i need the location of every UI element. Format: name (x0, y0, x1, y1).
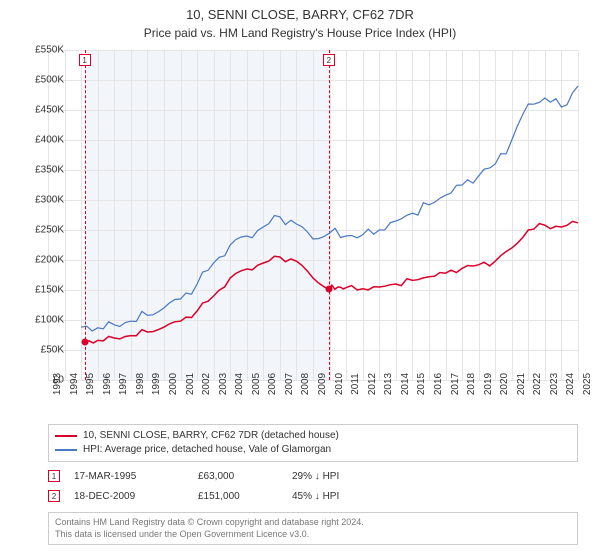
datapoint-price: £151,000 (198, 491, 278, 502)
y-tick-label: £450K (35, 105, 64, 116)
datapoint-date: 18-DEC-2009 (74, 491, 184, 502)
x-tick-label: 1995 (85, 373, 96, 395)
x-tick-label: 2003 (218, 373, 229, 395)
datapoint-price: £63,000 (198, 471, 278, 482)
x-tick-label: 2015 (416, 373, 427, 395)
x-tick-label: 2006 (267, 373, 278, 395)
x-tick-label: 2007 (284, 373, 295, 395)
x-tick-label: 2024 (565, 373, 576, 395)
x-tick-label: 2011 (350, 373, 361, 395)
y-tick-label: £150K (35, 285, 64, 296)
x-tick-label: 2025 (582, 373, 593, 395)
datapoint-row: 2 18-DEC-2009 £151,000 45% ↓ HPI (48, 486, 578, 506)
legend-label: HPI: Average price, detached house, Vale… (83, 443, 331, 457)
x-tick-label: 2017 (450, 373, 461, 395)
series-lines (48, 50, 578, 380)
y-tick-label: £350K (35, 165, 64, 176)
plot-area: 12 (48, 50, 578, 380)
datapoint-delta: 45% ↓ HPI (292, 491, 412, 502)
x-tick-label: 2020 (499, 373, 510, 395)
legend-box: 10, SENNI CLOSE, BARRY, CF62 7DR (detach… (48, 424, 578, 462)
y-tick-label: £200K (35, 255, 64, 266)
datapoint-table: 1 17-MAR-1995 £63,000 29% ↓ HPI 2 18-DEC… (48, 466, 578, 506)
x-tick-label: 1998 (135, 373, 146, 395)
x-tick-label: 2004 (234, 373, 245, 395)
datapoint-marker: 1 (48, 470, 60, 482)
x-tick-label: 1993 (52, 373, 63, 395)
chart-container: 10, SENNI CLOSE, BARRY, CF62 7DR Price p… (0, 0, 600, 560)
legend-swatch (55, 435, 77, 437)
x-tick-label: 1997 (118, 373, 129, 395)
x-tick-label: 2010 (334, 373, 345, 395)
x-tick-label: 2000 (168, 373, 179, 395)
series-property (85, 221, 578, 343)
x-tick-label: 2021 (516, 373, 527, 395)
datapoint-date: 17-MAR-1995 (74, 471, 184, 482)
x-tick-label: 2001 (185, 373, 196, 395)
x-tick-label: 2014 (400, 373, 411, 395)
datapoint-delta: 29% ↓ HPI (292, 471, 412, 482)
x-tick-label: 2002 (201, 373, 212, 395)
y-tick-label: £400K (35, 135, 64, 146)
x-tick-label: 2005 (251, 373, 262, 395)
legend-item: HPI: Average price, detached house, Vale… (55, 443, 571, 457)
attribution-line: Contains HM Land Registry data © Crown c… (55, 517, 571, 529)
x-tick-label: 2023 (549, 373, 560, 395)
chart-title: 10, SENNI CLOSE, BARRY, CF62 7DR (0, 0, 600, 24)
x-tick-label: 2019 (483, 373, 494, 395)
x-tick-label: 1994 (69, 373, 80, 395)
x-tick-label: 1996 (102, 373, 113, 395)
x-tick-label: 2016 (433, 373, 444, 395)
datapoint-marker: 2 (48, 490, 60, 502)
attribution-line: This data is licensed under the Open Gov… (55, 529, 571, 541)
chart-subtitle: Price paid vs. HM Land Registry's House … (0, 24, 600, 40)
legend-label: 10, SENNI CLOSE, BARRY, CF62 7DR (detach… (83, 429, 339, 443)
y-tick-label: £500K (35, 75, 64, 86)
legend-swatch (55, 449, 77, 451)
legend-item: 10, SENNI CLOSE, BARRY, CF62 7DR (detach… (55, 429, 571, 443)
x-tick-label: 2022 (532, 373, 543, 395)
x-tick-label: 2008 (300, 373, 311, 395)
x-tick-label: 2018 (466, 373, 477, 395)
y-tick-label: £250K (35, 225, 64, 236)
x-tick-label: 2009 (317, 373, 328, 395)
datapoint-row: 1 17-MAR-1995 £63,000 29% ↓ HPI (48, 466, 578, 486)
x-tick-label: 2013 (383, 373, 394, 395)
y-tick-label: £550K (35, 45, 64, 56)
attribution-box: Contains HM Land Registry data © Crown c… (48, 512, 578, 545)
x-tick-label: 1999 (151, 373, 162, 395)
y-tick-label: £100K (35, 315, 64, 326)
series-hpi (81, 86, 578, 331)
x-tick-label: 2012 (367, 373, 378, 395)
y-tick-label: £300K (35, 195, 64, 206)
y-tick-label: £50K (41, 345, 64, 356)
